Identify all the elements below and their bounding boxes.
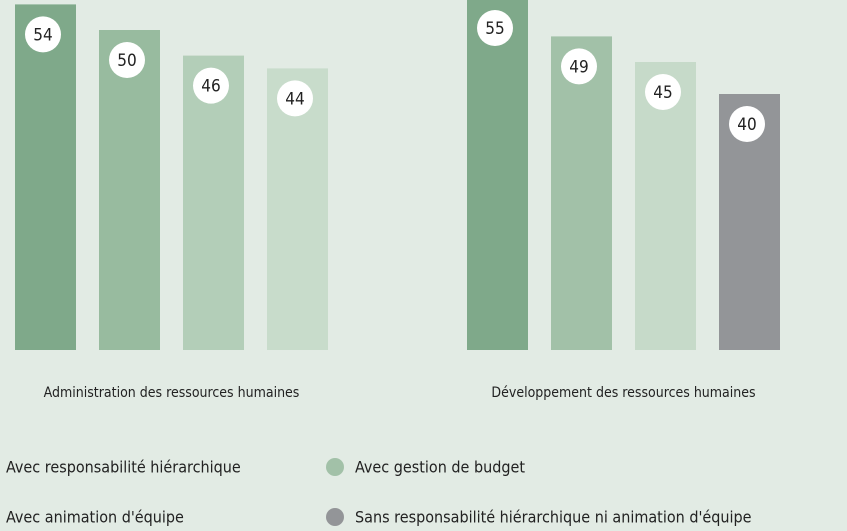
legend-swatch [326, 508, 344, 526]
bar [467, 0, 528, 350]
data-label: 45 [653, 83, 672, 103]
legend-label: Sans responsabilité hiérarchique ni anim… [355, 508, 752, 527]
data-label: 44 [285, 89, 304, 109]
legend-label: Avec animation d'équipe [6, 508, 184, 527]
data-label: 50 [117, 51, 136, 71]
bar [183, 55, 244, 350]
value-badge [277, 80, 313, 117]
data-label: 46 [201, 77, 220, 97]
value-badge [645, 74, 681, 110]
category-label: Administration des ressources humaines [44, 385, 300, 401]
bar [99, 30, 160, 350]
bar [551, 36, 612, 351]
value-badge [561, 48, 597, 85]
value-badge [193, 67, 229, 104]
bar [635, 62, 696, 350]
legend-swatch [326, 458, 344, 476]
data-label: 55 [485, 19, 504, 39]
data-label: 54 [33, 25, 52, 45]
value-badge [729, 106, 765, 142]
category-label: Développement des ressources humaines [491, 385, 755, 401]
legend-label: Avec responsabilité hiérarchique [6, 458, 241, 477]
bar [15, 4, 76, 351]
value-badge [477, 10, 513, 46]
value-badge [109, 42, 145, 78]
data-label: 40 [737, 115, 756, 135]
data-label: 49 [569, 57, 588, 77]
legend-label: Avec gestion de budget [355, 458, 525, 477]
value-badge [25, 16, 61, 53]
